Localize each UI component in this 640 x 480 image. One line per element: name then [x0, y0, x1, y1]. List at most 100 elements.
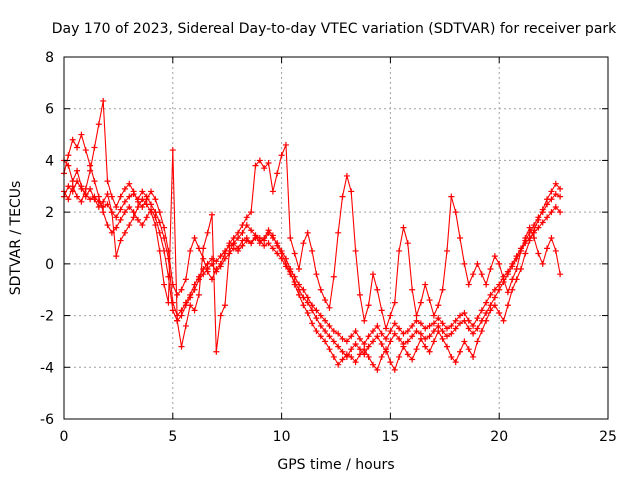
- data-point: [213, 348, 220, 355]
- data-point: [539, 219, 546, 226]
- data-point: [121, 198, 128, 205]
- data-point: [309, 247, 316, 254]
- data-point: [348, 353, 355, 360]
- data-point: [478, 328, 485, 335]
- data-point: [522, 250, 529, 257]
- data-point: [91, 196, 98, 203]
- series-line: [63, 100, 561, 331]
- series-line: [63, 150, 561, 372]
- data-point: [391, 366, 398, 373]
- data-point: [248, 240, 255, 247]
- data-point: [335, 361, 342, 368]
- data-point: [483, 309, 490, 316]
- data-point: [339, 348, 346, 355]
- data-point: [226, 247, 233, 254]
- data-point: [169, 281, 176, 288]
- data-point: [204, 229, 211, 236]
- data-point: [352, 247, 359, 254]
- data-point: [265, 227, 272, 234]
- data-point: [539, 206, 546, 213]
- data-point: [134, 203, 141, 210]
- data-point: [134, 198, 141, 205]
- data-point: [282, 260, 289, 267]
- data-point: [300, 294, 307, 301]
- y-axis-label: SDTVAR / TECUs: [8, 181, 24, 296]
- data-point: [417, 320, 424, 327]
- data-point: [269, 188, 276, 195]
- data-point: [296, 291, 303, 298]
- data-point: [478, 271, 485, 278]
- data-point: [269, 245, 276, 252]
- data-point: [261, 165, 268, 172]
- data-point: [448, 330, 455, 337]
- data-point: [387, 312, 394, 319]
- data-point: [552, 203, 559, 210]
- data-point: [378, 307, 385, 314]
- data-point: [148, 188, 155, 195]
- data-point: [265, 240, 272, 247]
- data-point: [261, 235, 268, 241]
- data-point: [430, 320, 437, 327]
- data-point: [448, 193, 455, 200]
- data-point: [91, 178, 98, 185]
- data-point: [304, 309, 311, 316]
- data-point: [413, 317, 420, 324]
- data-point: [126, 180, 133, 187]
- data-point: [252, 162, 259, 169]
- data-point: [500, 276, 507, 283]
- data-point: [74, 144, 81, 151]
- data-point: [134, 216, 141, 223]
- data-point: [352, 328, 359, 335]
- data-point: [557, 209, 564, 216]
- series-s4: [61, 147, 564, 373]
- data-point: [317, 312, 324, 319]
- data-point: [82, 147, 89, 154]
- data-point: [378, 341, 385, 348]
- data-point: [457, 235, 464, 241]
- data-point: [130, 214, 137, 221]
- data-point: [117, 193, 124, 200]
- y-tick-label: 8: [45, 50, 54, 66]
- data-point: [369, 338, 376, 345]
- data-point: [417, 299, 424, 306]
- data-point: [117, 216, 124, 223]
- data-point: [317, 286, 324, 293]
- data-point: [235, 235, 242, 241]
- data-point: [539, 260, 546, 267]
- data-point: [404, 328, 411, 335]
- data-point: [243, 214, 250, 221]
- data-point: [557, 271, 564, 278]
- data-point: [309, 320, 316, 327]
- data-point: [139, 196, 146, 203]
- data-point: [274, 242, 281, 249]
- data-point: [435, 322, 442, 329]
- data-point: [108, 193, 115, 200]
- data-point: [117, 237, 124, 244]
- data-point: [452, 317, 459, 324]
- data-point: [513, 276, 520, 283]
- data-point: [213, 266, 220, 273]
- data-point: [121, 185, 128, 192]
- data-point: [121, 229, 128, 236]
- data-point: [291, 250, 298, 257]
- data-point: [452, 325, 459, 332]
- y-tick-label: -4: [40, 360, 54, 376]
- data-point: [87, 185, 94, 192]
- data-point: [130, 188, 137, 195]
- data-point: [391, 299, 398, 306]
- data-point: [156, 247, 163, 254]
- data-point: [100, 97, 107, 104]
- data-point: [91, 144, 98, 151]
- data-point: [187, 247, 194, 254]
- data-point: [391, 320, 398, 327]
- data-point: [204, 268, 211, 275]
- data-point: [491, 294, 498, 301]
- data-point: [369, 361, 376, 368]
- data-point: [400, 224, 407, 231]
- data-point: [483, 299, 490, 306]
- data-point: [200, 245, 207, 252]
- data-point: [461, 309, 468, 316]
- data-point: [174, 317, 181, 324]
- data-point: [461, 338, 468, 345]
- data-point: [504, 271, 511, 278]
